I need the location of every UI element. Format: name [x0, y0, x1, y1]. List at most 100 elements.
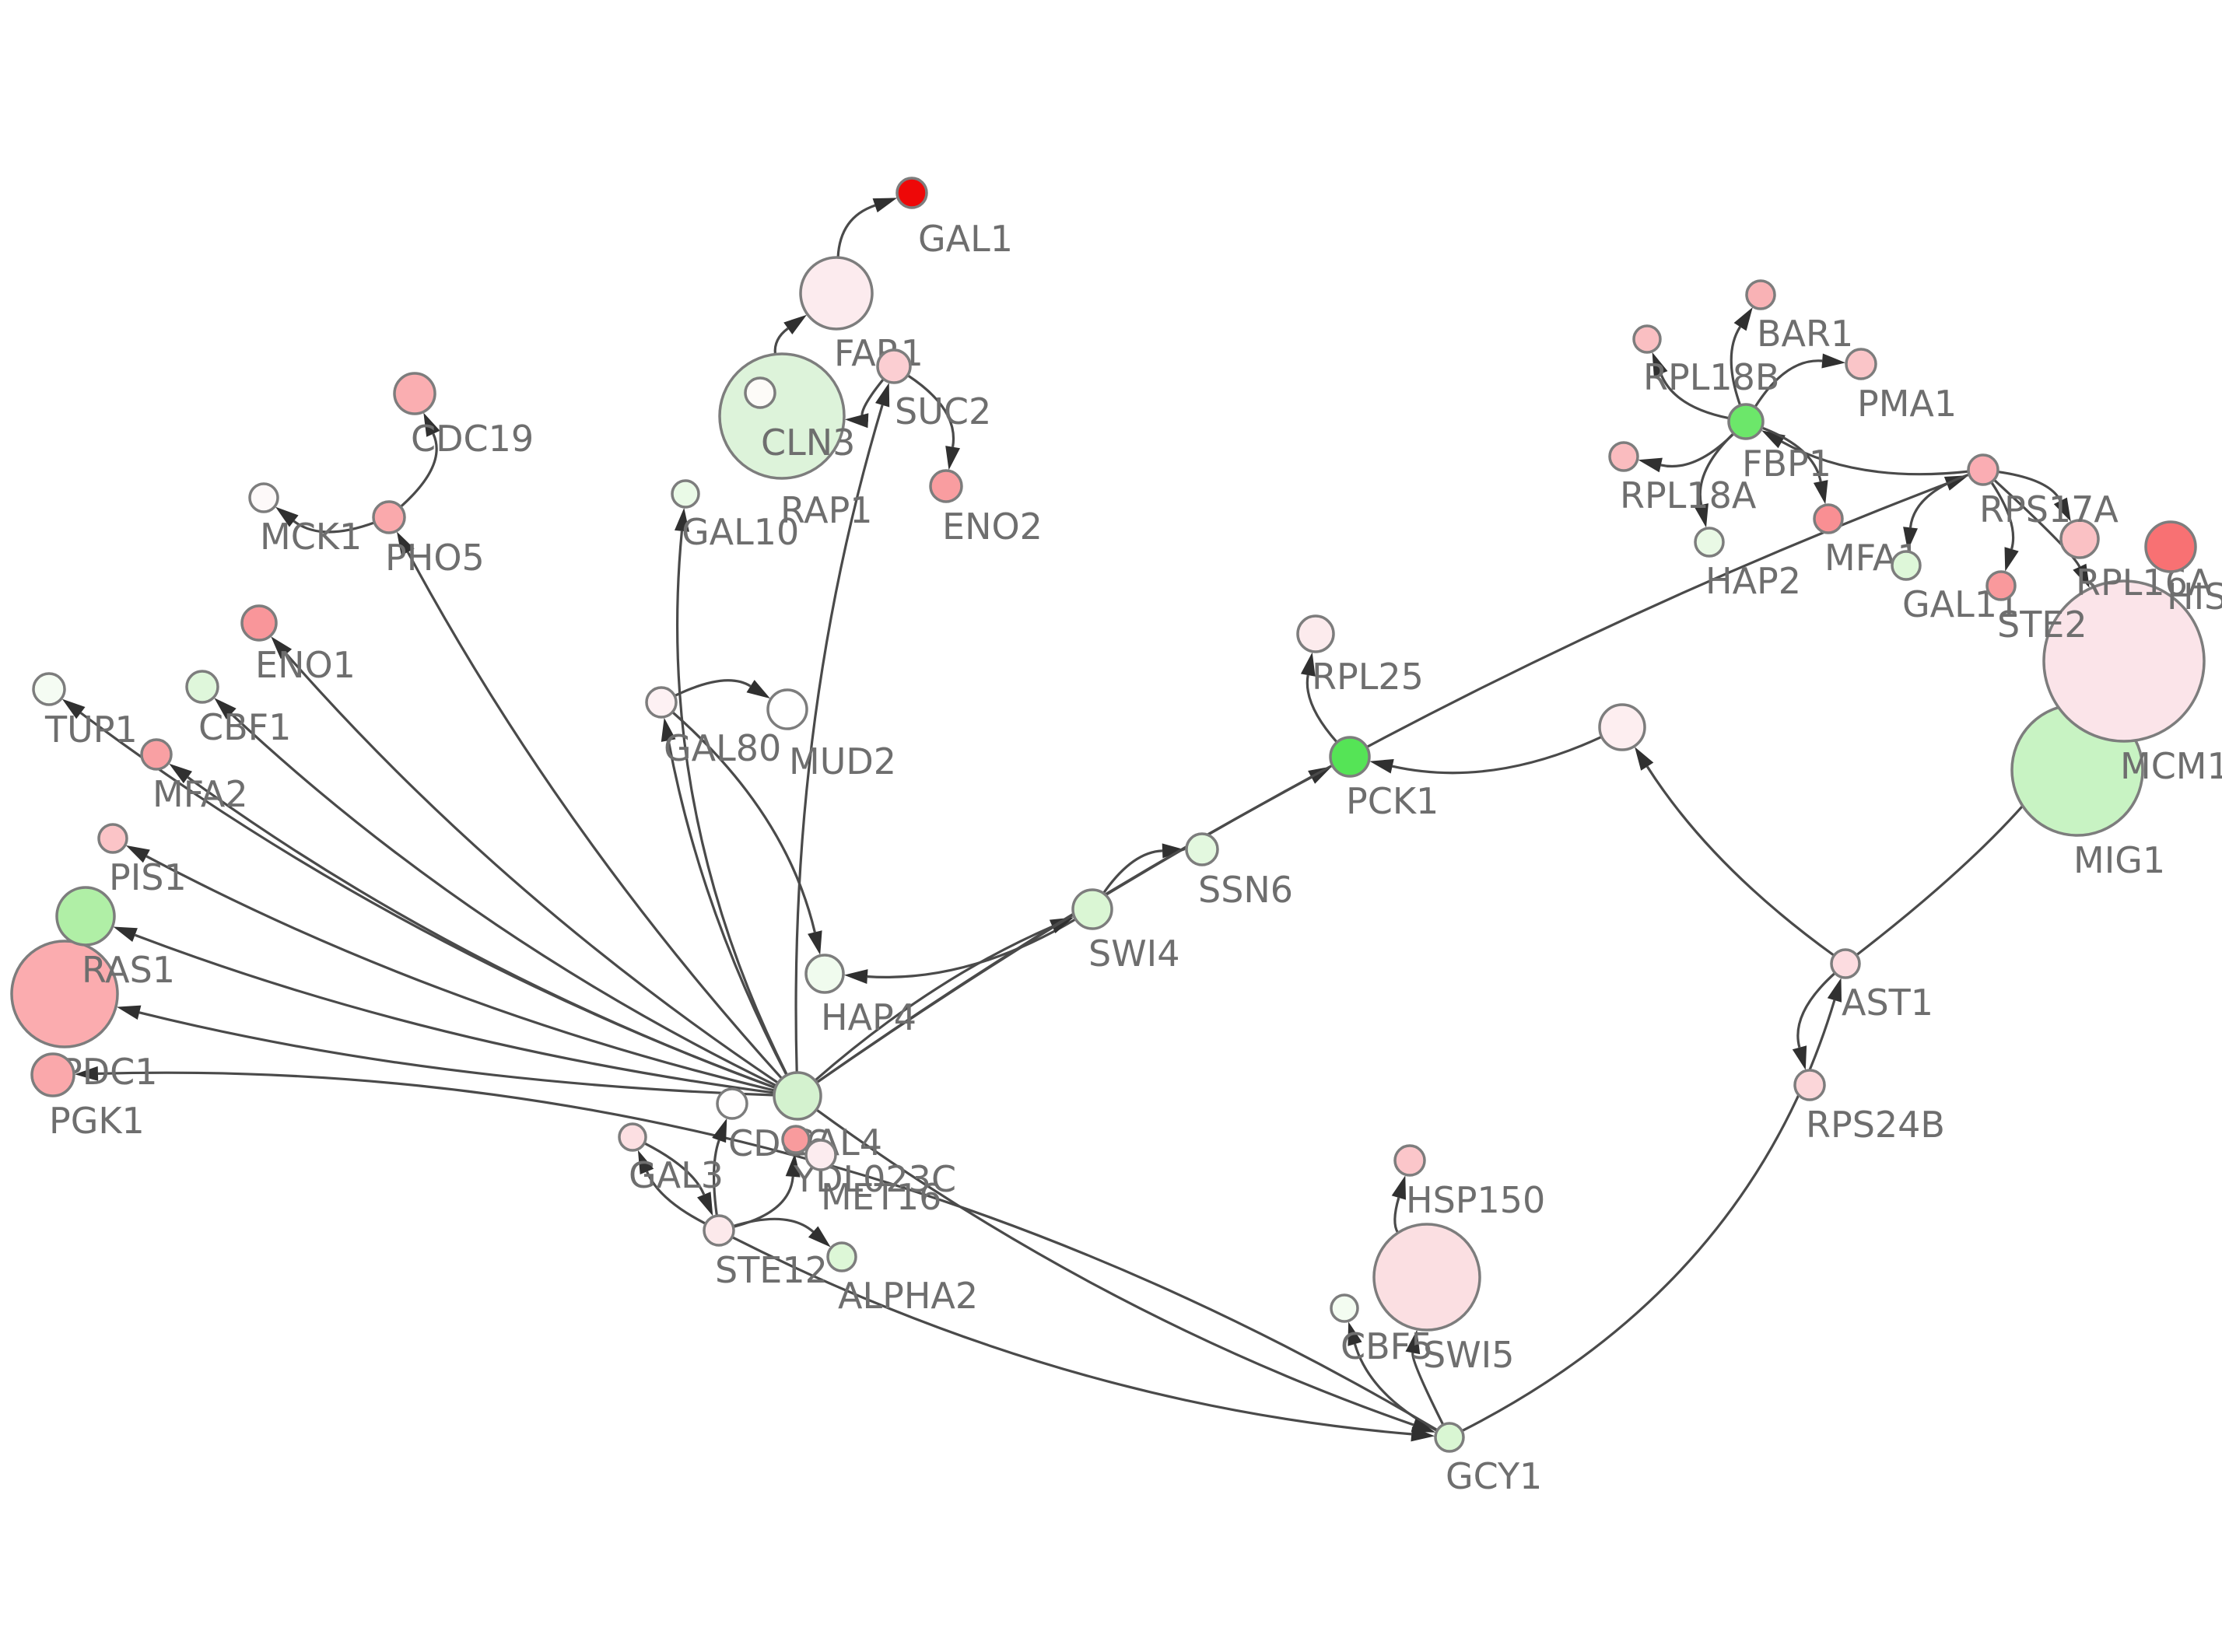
edge-GAL4-RAS1[interactable]	[135, 933, 775, 1094]
edge-PHO5-MCK1[interactable]	[293, 520, 375, 534]
node-SUC2[interactable]	[876, 348, 912, 384]
edge-FBP1-RPL18B[interactable]	[1659, 373, 1730, 420]
node-HAP2[interactable]	[1694, 527, 1725, 558]
node-CDC19[interactable]	[393, 372, 436, 415]
node-MFA2[interactable]	[140, 738, 173, 771]
node-PHO5[interactable]	[372, 500, 406, 534]
node-MCM1[interactable]	[2042, 579, 2206, 743]
node-SSN6[interactable]	[1185, 832, 1219, 866]
node-RAS1[interactable]	[55, 886, 116, 947]
node-SWI4[interactable]	[1071, 888, 1113, 930]
node-GAL80[interactable]	[645, 686, 678, 719]
node-CBF5[interactable]	[1330, 1293, 1359, 1323]
node-STE12[interactable]	[703, 1214, 735, 1247]
node-HIS4[interactable]	[2144, 520, 2197, 573]
edge-GAL80-HAP4[interactable]	[671, 711, 816, 933]
node-RPL25[interactable]	[1296, 614, 1335, 653]
node-PIS1[interactable]	[97, 823, 128, 854]
node-TUP1[interactable]	[32, 672, 66, 706]
edge-PCK1-RPL25[interactable]	[1306, 674, 1338, 744]
node-GAL10[interactable]	[671, 479, 700, 509]
edge-NONAME-PCK1[interactable]	[1392, 735, 1603, 775]
node-GAL3[interactable]	[618, 1122, 647, 1152]
edge-GAL4-PDC1[interactable]	[138, 1011, 775, 1097]
node-HAP4[interactable]	[804, 954, 845, 994]
node-FBP1[interactable]	[1727, 403, 1765, 440]
node-NONAME[interactable]	[1598, 703, 1646, 751]
edge-FBP1-RPL18A[interactable]	[1660, 432, 1735, 468]
edge-AST1-RPS24B[interactable]	[1796, 971, 1836, 1048]
edge-GCY1-PGK1[interactable]	[97, 1071, 1439, 1432]
node-YDL023C[interactable]	[781, 1125, 811, 1154]
edge-FBP1-BAR1[interactable]	[1730, 326, 1742, 406]
arrowhead-STE12-GAL3	[637, 1150, 654, 1174]
node-RPS17A[interactable]	[1967, 453, 1999, 486]
node-PMA1[interactable]	[1845, 348, 1877, 380]
edge-SUC2-ENO2[interactable]	[906, 374, 955, 447]
edge-GCY1-SWI5[interactable]	[1411, 1353, 1445, 1426]
edge-GAL4-SWI4[interactable]	[814, 925, 1053, 1082]
edge-RPS17A-MCM1[interactable]	[1992, 478, 2081, 568]
node-CDC6[interactable]	[716, 1087, 748, 1120]
edge-SWI4-HAP4[interactable]	[867, 918, 1077, 978]
node-RAP1[interactable]	[744, 376, 776, 409]
edge-FBP1-MFA1[interactable]	[1761, 426, 1822, 482]
edge-STE12-ALPHA2[interactable]	[732, 1217, 815, 1233]
node-ENO2[interactable]	[929, 469, 963, 503]
edge-GAL4-PHO5[interactable]	[406, 551, 783, 1080]
node-PGK1[interactable]	[30, 1052, 75, 1097]
edge-FBP1-HAP2[interactable]	[1698, 432, 1735, 506]
edge-GAL4-GCY1[interactable]	[815, 1108, 1414, 1426]
edge-GAL80-MUD2[interactable]	[674, 679, 752, 698]
edge-FAR1-GAL1[interactable]	[836, 204, 876, 258]
node-GAL4[interactable]	[773, 1071, 822, 1121]
node-GAL1[interactable]	[895, 177, 928, 209]
node-ALPHA2[interactable]	[826, 1241, 857, 1272]
node-RPL18B[interactable]	[1632, 324, 1662, 354]
node-MUD2[interactable]	[766, 688, 808, 730]
edge-GAL4-CBF1[interactable]	[230, 712, 777, 1087]
node-MFA1[interactable]	[1813, 503, 1844, 534]
node-STE2[interactable]	[1985, 570, 2017, 601]
node-group-TUP1: TUP1	[32, 672, 138, 751]
edge-AST1-NONAME[interactable]	[1645, 765, 1835, 957]
edge-RPS17A-GAL11[interactable]	[1908, 473, 1970, 528]
node-GAL11[interactable]	[1891, 550, 1922, 581]
edge-RPS17A-RPL16A[interactable]	[1997, 471, 2062, 502]
node-SWI5[interactable]	[1372, 1223, 1481, 1332]
edge-GAL4-ENO1[interactable]	[285, 653, 779, 1084]
node-RPL18A[interactable]	[1608, 441, 1639, 472]
node-ENO1[interactable]	[240, 604, 278, 642]
node-HSP150[interactable]	[1393, 1144, 1426, 1177]
edge-STE12-CDC6[interactable]	[713, 1139, 720, 1216]
node-FAR1[interactable]	[799, 256, 874, 331]
node-CBF1[interactable]	[185, 670, 219, 704]
edge-RPS17A-STE2[interactable]	[1990, 481, 2015, 550]
edge-GAL4-GAL80[interactable]	[667, 740, 788, 1076]
node-BAR1[interactable]	[1745, 279, 1776, 310]
node-label-GAL10: GAL10	[682, 511, 799, 553]
arrowhead-GAL4-SUC2	[875, 383, 890, 408]
edge-STE12-YDL023C[interactable]	[733, 1176, 794, 1228]
node-PDC1[interactable]	[10, 940, 119, 1048]
edge-FBP1-PMA1[interactable]	[1754, 359, 1823, 408]
edge-GAL4-PIS1[interactable]	[145, 855, 776, 1092]
edge-GAL3-STE12[interactable]	[643, 1142, 706, 1195]
edge-GAL4-SUC2[interactable]	[794, 404, 884, 1073]
edge-SWI5-HSP150[interactable]	[1393, 1197, 1400, 1234]
edge-STE12-GAL3[interactable]	[646, 1171, 706, 1225]
node-PCK1[interactable]	[1329, 736, 1371, 778]
node-RPL16A[interactable]	[2059, 519, 2100, 559]
edge-STE12-GCY1[interactable]	[731, 1236, 1412, 1436]
edge-PHO5-CDC19[interactable]	[399, 433, 438, 508]
node-AST1[interactable]	[1830, 948, 1861, 979]
node-RPS24B[interactable]	[1793, 1069, 1826, 1101]
edge-SWI4-SSN6[interactable]	[1102, 849, 1163, 894]
node-MCK1[interactable]	[248, 482, 279, 513]
node-group-BAR1: BAR1	[1745, 279, 1853, 355]
node-GCY1[interactable]	[1434, 1422, 1465, 1453]
edge-GAL4-GAL10[interactable]	[675, 530, 789, 1076]
edge-CLN3-FAR1[interactable]	[773, 327, 789, 355]
edge-GAL4-MFA2[interactable]	[187, 776, 776, 1090]
node-MET16[interactable]	[804, 1139, 837, 1171]
